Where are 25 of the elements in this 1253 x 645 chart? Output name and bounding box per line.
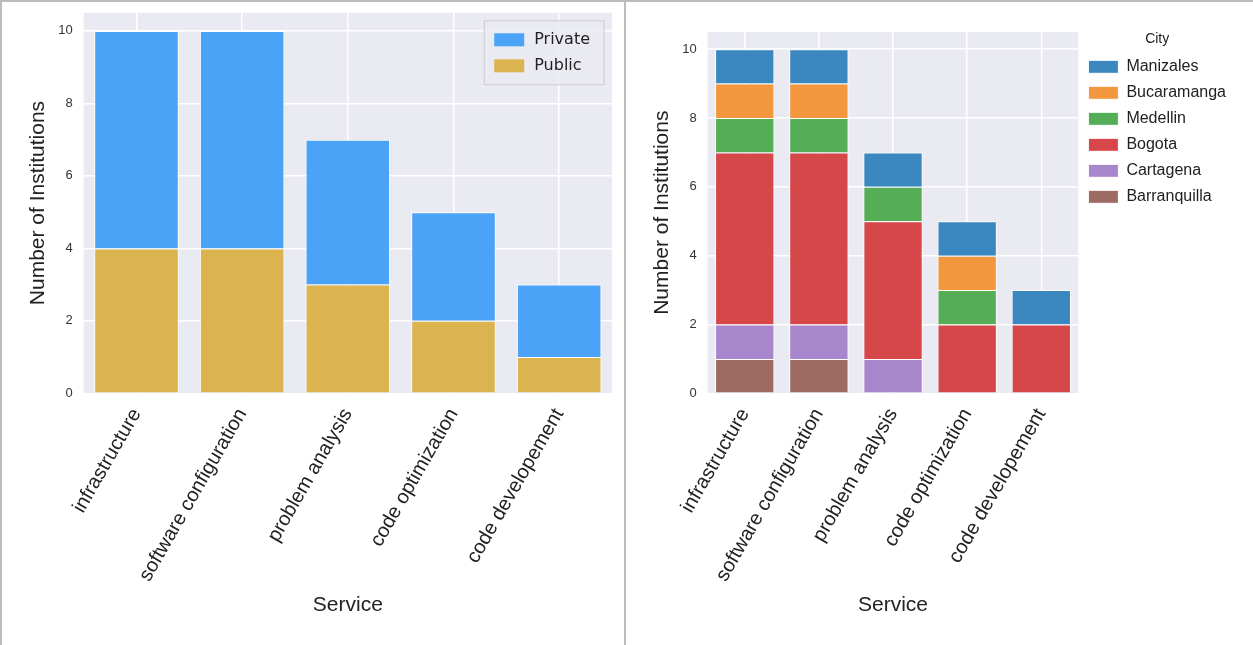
legend-label: Private [534, 28, 590, 48]
y-axis-title: Number of Institutions [25, 100, 49, 306]
y-tick-label: 2 [689, 316, 697, 332]
y-tick-label: 10 [58, 22, 73, 38]
y-tick-label: 0 [689, 384, 697, 400]
legend-label: Bucaramanga [1126, 83, 1227, 101]
legend-label: Manizales [1126, 57, 1199, 75]
legend-label: Barranquilla [1126, 187, 1212, 205]
y-tick-label: 4 [689, 247, 697, 263]
x-axis-title: Service [858, 592, 929, 616]
y-tick-label: 6 [65, 167, 73, 183]
legend-label: Bogota [1126, 135, 1178, 153]
y-tick-label: 6 [689, 178, 697, 194]
legend-title: City [1145, 29, 1170, 46]
y-tick-label: 8 [689, 109, 697, 125]
legend-label: Public [534, 54, 582, 74]
y-tick-label: 2 [65, 312, 73, 328]
y-axis-title: Number of Institutions [649, 110, 673, 315]
y-tick-label: 4 [65, 239, 73, 255]
legend-label: Medellin [1126, 109, 1186, 127]
y-tick-label: 10 [682, 40, 697, 56]
y-tick-label: 0 [65, 384, 73, 400]
x-axis-title: Service [312, 592, 383, 616]
legend-label: Cartagena [1126, 161, 1202, 179]
y-tick-label: 8 [65, 94, 73, 110]
